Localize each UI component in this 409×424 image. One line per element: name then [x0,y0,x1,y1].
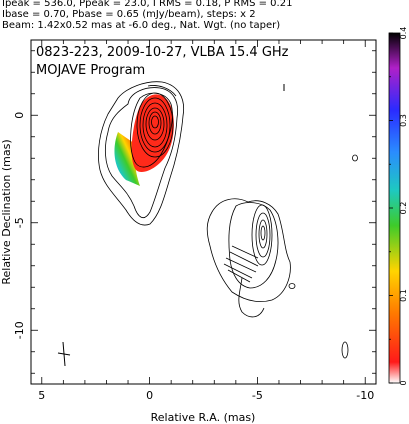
x-tick-label: 0 [146,389,153,402]
y-tick-label: -5 [13,217,26,228]
y-axis-label: Relative Declination (mas) [0,139,13,284]
noise-contours [288,154,358,359]
colorbar-tick-label: 0.3 [399,114,408,127]
header-line-2: Ibase = 0.70, Pbase = 0.65 (mJy/beam), s… [2,9,256,20]
x-tick-label: 5 [38,389,45,402]
y-tick-label: -10 [13,321,26,339]
header-line-3: Beam: 1.42x0.52 mas at -6.0 deg., Nat. W… [2,20,281,31]
axes: 5 0 -5 -10 0 -5 -10 [13,40,376,402]
jet-contours [206,198,291,318]
y-tick-label: 0 [13,112,26,119]
colorbar-tick-label: 0 [399,380,408,385]
colorbar-ticks: 0 0.1 0.2 0.3 0.4 [389,27,408,386]
colorbar-tick-label: 0.2 [399,202,408,215]
plot-frame [30,39,377,385]
x-tick-label: -5 [252,389,263,402]
core-contours [98,81,185,226]
panel-title: 0823-223, 2009-10-27, VLBA 15.4 GHz [36,45,289,60]
colorbar-tick-label: 0.1 [399,289,408,302]
colorbar-tick-label: 0.4 [399,27,408,40]
panel-subtitle: MOJAVE Program [36,63,145,78]
beam-marker [57,341,71,367]
header-line-1: Ipeak = 536.0, Ppeak = 23.0, I RMS = 0.1… [2,0,293,9]
x-axis-label: Relative R.A. (mas) [151,411,256,424]
x-tick-label: -10 [356,389,374,402]
